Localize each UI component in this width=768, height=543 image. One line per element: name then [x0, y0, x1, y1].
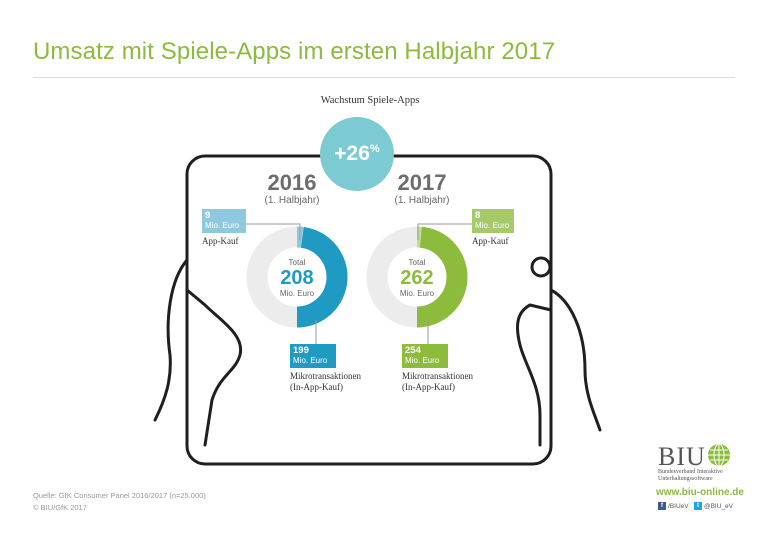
box-2017-micro-value: 254 [405, 345, 421, 356]
donut-2017-center: Total 262 Mio. Euro [377, 258, 457, 298]
biu-logo-text: BIU [658, 442, 706, 471]
box-2016-micro-value: 199 [293, 345, 309, 356]
donut-2016-total-label: Total [288, 258, 306, 267]
biu-website-link[interactable]: www.biu-online.de [656, 487, 744, 498]
facebook-handle-text: /BIUeV [668, 502, 689, 510]
title-divider [33, 77, 735, 78]
year-2017-period: (1. Halbjahr) [394, 195, 450, 206]
tablet-home-button [530, 256, 552, 278]
box-2016-micro-unit: Mio. Euro [293, 356, 328, 365]
facebook-handle[interactable]: f /BIUeV [658, 502, 689, 510]
page-title: Umsatz mit Spiele-Apps im ersten Halbjah… [33, 38, 556, 65]
left-hand [153, 258, 243, 447]
donut-2016-center: Total 208 Mio. Euro [257, 258, 337, 298]
donut-2016-slice-micro [296, 226, 348, 328]
box-2017-app-kauf-value: 8 [475, 210, 481, 221]
right-hand [516, 288, 602, 447]
box-2017-app-kauf-unit: Mio. Euro [475, 221, 510, 230]
box-2016-app-kauf-value: 9 [205, 210, 211, 221]
growth-label: Wachstum Spiele-Apps [320, 95, 420, 106]
twitter-handle[interactable]: t @BIU_eV [694, 502, 733, 510]
box-2016-micro: 199 Mio. Euro [290, 344, 336, 368]
donut-2016-total-value: 208 [280, 267, 314, 289]
source-note: Quelle: GfK Consumer Panel 2016/2017 (n=… [33, 491, 206, 500]
caption-2017-micro: Mikrotransaktionen (In-App-Kauf) [402, 371, 473, 393]
box-2017-micro: 254 Mio. Euro [402, 344, 448, 368]
year-2016-heading: 2016 [267, 170, 317, 195]
year-2017-heading: 2017 [397, 170, 447, 195]
donut-2017 [366, 226, 468, 328]
leader-2016-app [242, 223, 301, 240]
copyright-note: © BIU/GfK 2017 [33, 503, 87, 512]
globe-icon [708, 443, 730, 467]
donut-2017-total-unit: Mio. Euro [399, 289, 435, 298]
box-2016-app-kauf: 9 Mio. Euro [202, 209, 246, 233]
box-2016-app-kauf-unit: Mio. Euro [205, 221, 240, 230]
biu-logo-subtitle: Bundesverband Interaktive Unterhaltungss… [658, 469, 748, 483]
caption-2017-micro-line2: (In-App-Kauf) [402, 382, 455, 392]
facebook-icon: f [658, 502, 666, 510]
twitter-handle-text: @BIU_eV [704, 502, 733, 510]
donut-2017-total-label: Total [408, 258, 426, 267]
growth-unit: % [369, 143, 380, 155]
box-2017-app-kauf: 8 Mio. Euro [472, 209, 514, 233]
caption-2016-micro-line1: Mikrotransaktionen [290, 371, 361, 381]
biu-logo-subtitle-line2: Unterhaltungssoftware [658, 476, 713, 482]
biu-logo-subtitle-line1: Bundesverband Interaktive [658, 469, 723, 475]
caption-2016-app-kauf: App-Kauf [202, 236, 239, 246]
twitter-icon: t [694, 502, 702, 510]
year-2016-period: (1. Halbjahr) [264, 195, 320, 206]
growth-value: +26 [334, 142, 370, 165]
donut-2017-total-value: 262 [400, 267, 434, 289]
box-2017-micro-unit: Mio. Euro [405, 356, 440, 365]
donut-2017-slice-micro [416, 226, 468, 328]
growth-badge: +26% [320, 117, 394, 191]
caption-2016-micro-line2: (In-App-Kauf) [290, 382, 343, 392]
caption-2017-micro-line1: Mikrotransaktionen [402, 371, 473, 381]
caption-2017-app-kauf: App-Kauf [472, 236, 509, 246]
leader-2017-app [417, 223, 475, 240]
donut-2016-total-unit: Mio. Euro [279, 289, 315, 298]
caption-2016-micro: Mikrotransaktionen (In-App-Kauf) [290, 371, 361, 393]
